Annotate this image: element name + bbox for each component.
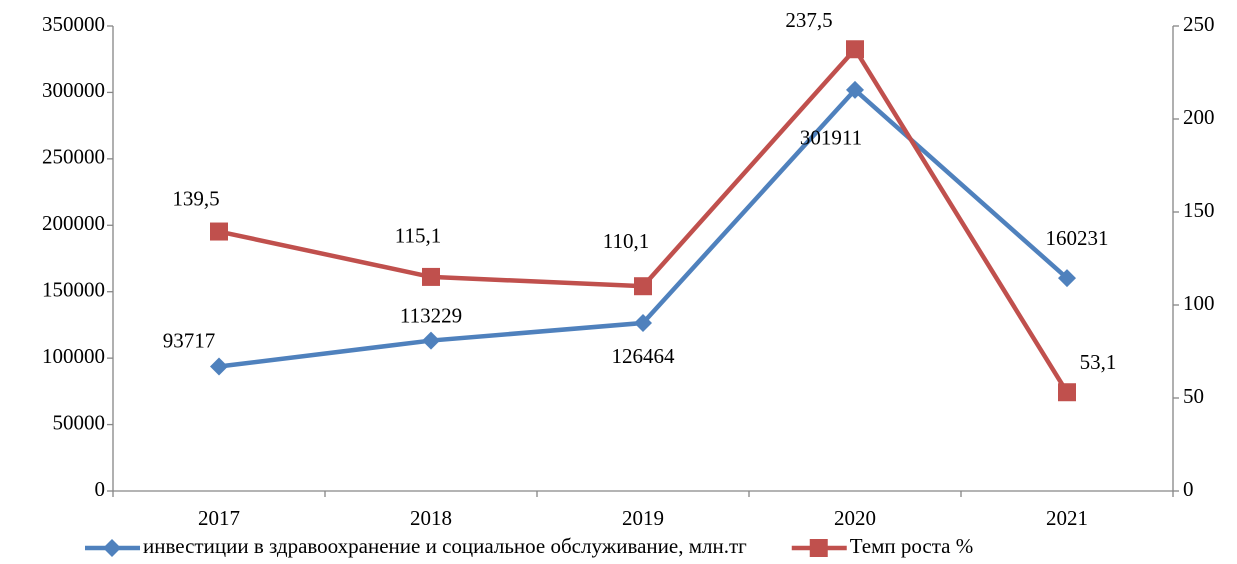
- y-tick-label: 0: [95, 477, 106, 501]
- data-label: 113229: [400, 303, 462, 327]
- y-tick-label: 100000: [42, 344, 105, 368]
- data-label: 126464: [612, 344, 676, 368]
- marker: [422, 331, 440, 350]
- x-tick-label: 2017: [198, 506, 240, 530]
- marker: [103, 539, 121, 557]
- y2-tick-label: 150: [1183, 198, 1215, 222]
- marker: [1058, 269, 1076, 288]
- marker: [634, 313, 652, 332]
- data-label: 160231: [1046, 226, 1109, 250]
- data-label: 237,5: [785, 8, 832, 32]
- y2-tick-label: 200: [1183, 105, 1215, 129]
- y-tick-label: 150000: [42, 278, 105, 302]
- data-label: 139,5: [172, 186, 219, 210]
- y-tick-label: 300000: [42, 78, 105, 102]
- marker: [846, 80, 864, 99]
- data-label: 110,1: [603, 229, 649, 253]
- x-tick-label: 2018: [410, 506, 452, 530]
- data-label: 301911: [800, 126, 862, 150]
- data-label: 93717: [163, 328, 216, 352]
- y-tick-label: 200000: [42, 211, 105, 235]
- marker: [1058, 383, 1076, 402]
- x-tick-label: 2021: [1046, 506, 1088, 530]
- marker: [422, 267, 440, 286]
- marker: [634, 277, 652, 296]
- data-label: 53,1: [1080, 350, 1117, 374]
- data-label: 115,1: [395, 224, 441, 248]
- series-line: [218, 47, 1069, 394]
- y2-tick-label: 100: [1183, 291, 1215, 315]
- marker: [210, 357, 228, 376]
- marker: [846, 40, 864, 59]
- legend-label: Темп роста %: [850, 534, 973, 558]
- x-tick-label: 2019: [622, 506, 664, 530]
- y-tick-label: 50000: [53, 410, 106, 434]
- legend-label: инвестиции в здравоохранение и социально…: [143, 534, 747, 558]
- y2-tick-label: 250: [1183, 12, 1215, 36]
- x-tick-label: 2020: [834, 506, 876, 530]
- y2-tick-label: 0: [1183, 477, 1194, 501]
- y2-tick-label: 50: [1183, 384, 1204, 408]
- marker: [210, 222, 228, 241]
- marker: [809, 539, 828, 557]
- y-tick-label: 250000: [42, 145, 105, 169]
- y-tick-label: 350000: [42, 12, 105, 36]
